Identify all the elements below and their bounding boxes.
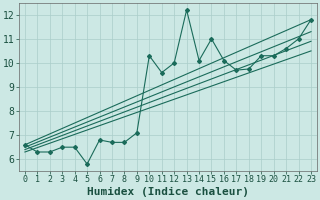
X-axis label: Humidex (Indice chaleur): Humidex (Indice chaleur) <box>87 187 249 197</box>
